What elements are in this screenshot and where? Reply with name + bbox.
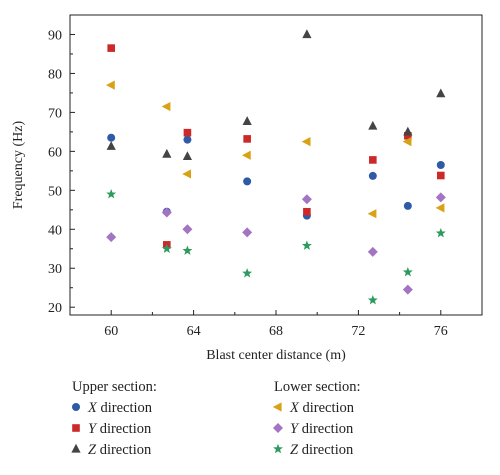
data-point bbox=[435, 192, 446, 203]
data-point bbox=[303, 207, 311, 216]
data-point bbox=[182, 151, 193, 161]
legend-marker bbox=[273, 443, 283, 454]
data-point bbox=[182, 169, 192, 179]
legend-group-title: Upper section: bbox=[72, 379, 157, 395]
y-tick-label: 40 bbox=[48, 223, 62, 238]
data-point bbox=[162, 148, 172, 158]
data-point bbox=[368, 171, 377, 180]
data-point bbox=[243, 177, 252, 186]
legend-entry-label: X direction bbox=[87, 400, 153, 416]
data-point bbox=[367, 246, 378, 257]
legend-entry-label: Y direction bbox=[88, 421, 152, 437]
data-point bbox=[106, 232, 117, 243]
legend-marker bbox=[72, 403, 80, 411]
series-4 bbox=[106, 192, 446, 295]
y-tick-label: 60 bbox=[48, 145, 62, 160]
data-point bbox=[161, 101, 171, 112]
data-point bbox=[106, 141, 116, 150]
y-tick-label: 70 bbox=[48, 106, 62, 121]
data-point bbox=[436, 88, 446, 98]
series-2 bbox=[106, 29, 446, 161]
data-point bbox=[403, 201, 412, 210]
legend-entry-label: X direction bbox=[289, 400, 355, 416]
data-point bbox=[183, 135, 192, 144]
y-tick-label: 30 bbox=[48, 262, 62, 277]
y-tick-label: 20 bbox=[48, 301, 62, 316]
series-1 bbox=[107, 44, 445, 249]
data-point bbox=[402, 266, 413, 277]
data-point bbox=[161, 243, 172, 253]
legend-marker bbox=[273, 423, 283, 433]
series-0 bbox=[107, 133, 445, 220]
data-point bbox=[107, 44, 115, 52]
data-point bbox=[435, 227, 446, 238]
data-points bbox=[106, 29, 446, 305]
y-axis-label: Frequency (Hz) bbox=[11, 121, 26, 210]
legend-group-title: Lower section: bbox=[274, 379, 361, 395]
data-point bbox=[435, 203, 445, 213]
x-axis-label: Blast center distance (m) bbox=[206, 348, 346, 363]
data-point bbox=[106, 189, 117, 199]
data-point bbox=[107, 133, 116, 142]
legend-marker bbox=[71, 443, 81, 453]
data-point bbox=[183, 128, 192, 137]
data-point bbox=[367, 209, 377, 219]
x-tick-label: 68 bbox=[269, 324, 283, 339]
data-point bbox=[242, 227, 253, 238]
data-point bbox=[368, 120, 378, 130]
data-point bbox=[404, 131, 412, 140]
legend-entry-label: Y direction bbox=[290, 421, 354, 437]
data-point bbox=[106, 80, 115, 90]
legend-entry-label: Z direction bbox=[88, 442, 152, 458]
x-tick-label: 64 bbox=[187, 324, 201, 339]
y-tick-label: 50 bbox=[48, 184, 62, 199]
x-tick-label: 60 bbox=[104, 324, 118, 339]
data-point bbox=[241, 150, 251, 160]
series-5 bbox=[106, 189, 446, 305]
data-point bbox=[161, 207, 172, 218]
data-point bbox=[403, 126, 413, 136]
x-tick-label: 72 bbox=[351, 324, 365, 339]
data-point bbox=[243, 135, 251, 143]
data-point bbox=[182, 224, 193, 235]
data-point bbox=[436, 161, 445, 169]
data-point bbox=[302, 29, 312, 39]
data-point bbox=[367, 294, 378, 305]
data-point bbox=[369, 156, 377, 164]
x-tick-label: 76 bbox=[434, 324, 448, 339]
data-point bbox=[301, 240, 312, 250]
legend-marker bbox=[272, 402, 282, 412]
data-point bbox=[301, 194, 312, 205]
axes: Blast center distance (m) Frequency (Hz) bbox=[11, 14, 483, 363]
y-tick-label: 80 bbox=[48, 67, 62, 82]
ticks: 60 64 68 72 76 20 30 40 50 60 70 80 90 bbox=[48, 28, 448, 339]
legend-entry-label: Z direction bbox=[290, 442, 354, 458]
legend-marker bbox=[72, 424, 80, 432]
plot-frame bbox=[69, 14, 483, 316]
data-point bbox=[301, 137, 311, 147]
data-point bbox=[242, 268, 253, 278]
series-3 bbox=[106, 80, 445, 219]
data-point bbox=[402, 137, 412, 147]
data-point bbox=[242, 116, 252, 125]
data-point bbox=[402, 284, 413, 295]
data-point bbox=[182, 245, 193, 255]
y-tick-label: 90 bbox=[48, 28, 62, 43]
legend: Upper section: X direction Y direction Z di… bbox=[71, 379, 361, 458]
data-point bbox=[437, 171, 445, 180]
